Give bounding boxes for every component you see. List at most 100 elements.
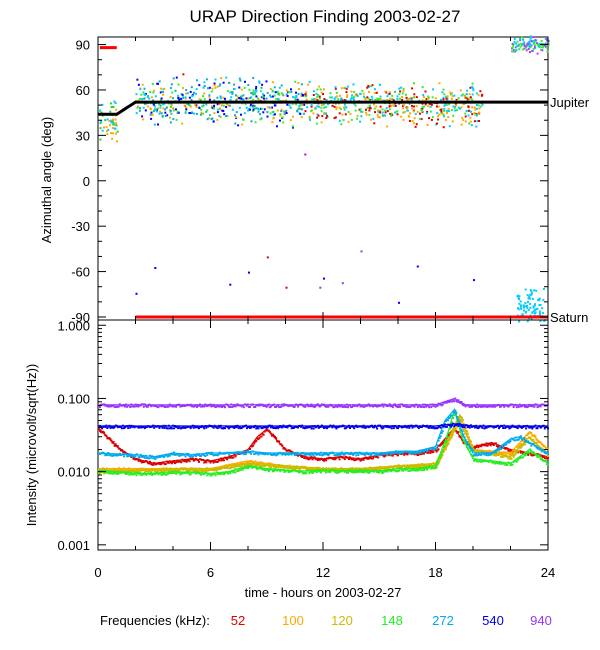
intensity-120khz-point: [161, 468, 164, 471]
azimuth-stray-point: [182, 73, 185, 76]
azimuth-point-cluster-1: [275, 98, 278, 101]
azimuth-point-cluster-2: [469, 116, 472, 119]
azimuth-point-cluster-2: [449, 91, 452, 94]
intensity-540khz-point: [184, 426, 187, 429]
intensity-148khz-point: [464, 442, 467, 445]
intensity-540khz-point: [173, 427, 175, 430]
intensity-940khz-point: [539, 405, 542, 408]
intensity-100khz-point: [519, 442, 522, 445]
azimuth-point-cluster-4: [542, 44, 545, 47]
azimuth-point-cluster-1: [295, 103, 298, 106]
azimuth-point-cluster-2: [359, 110, 362, 113]
intensity-148khz-point: [264, 469, 267, 472]
intensity-120khz-point: [269, 466, 272, 468]
azimuth-point-cluster-2: [475, 107, 478, 110]
azimuth-point-cluster-1: [158, 112, 161, 115]
intensity-148khz-point: [401, 469, 404, 472]
intensity-540khz-point: [304, 427, 307, 430]
azimuth-point-cluster-1: [202, 104, 205, 107]
intensity-52khz-point: [325, 459, 328, 462]
azimuth-point-cluster-2: [406, 99, 409, 102]
azimuth-point-cluster-1: [254, 93, 257, 96]
intensity-272khz-point: [478, 452, 481, 455]
azimuth-point-cluster-1: [262, 97, 265, 100]
intensity-52khz-point: [257, 438, 260, 441]
azimuth-point-cluster-4: [533, 44, 536, 47]
azimuth-point-cluster-4: [542, 46, 545, 49]
intensity-940khz-point: [486, 405, 489, 408]
intensity-100khz-point: [512, 451, 515, 454]
intensity-272khz-point: [293, 454, 296, 457]
intensity-148khz-point: [430, 467, 433, 470]
intensity-940khz-point: [490, 405, 493, 408]
intensity-148khz-point: [524, 454, 526, 457]
intensity-540khz-point: [445, 425, 448, 428]
intensity-148khz-point: [526, 451, 529, 454]
intensity-272khz-series-line: [97, 408, 549, 458]
intensity-120khz-point: [383, 467, 386, 470]
azimuth-point-cluster-2: [347, 111, 350, 113]
azimuth-point-cluster-1: [223, 113, 226, 116]
intensity-120khz-point: [395, 466, 398, 469]
azimuth-point-cluster-2: [305, 91, 308, 94]
azimuth-point-cluster-1: [252, 108, 255, 111]
intensity-120khz-point: [195, 469, 198, 472]
azimuth-point-cluster-0: [111, 120, 114, 123]
intensity-120khz-point: [430, 463, 433, 466]
intensity-148khz-point: [179, 473, 182, 476]
azimuth-point-cluster-1: [226, 90, 229, 93]
intensity-52khz-point: [254, 440, 257, 443]
intensity-272khz-point: [309, 454, 312, 457]
azimuth-point-cluster-2: [342, 106, 345, 109]
intensity-120khz-point: [201, 469, 204, 472]
intensity-52khz-point: [249, 448, 251, 450]
azimuth-point-cluster-1: [141, 98, 144, 100]
azimuth-point-cluster-1: [141, 83, 144, 86]
intensity-272khz-point: [286, 453, 289, 455]
azimuth-point-cluster-4: [529, 37, 532, 39]
intensity-540khz-point: [286, 426, 289, 429]
intensity-52khz-point: [436, 449, 439, 452]
azimuth-point-cluster-1: [176, 110, 179, 113]
azimuth-point-cluster-2: [429, 102, 432, 105]
chart-title: URAP Direction Finding 2003-02-27: [190, 7, 461, 26]
intensity-940khz-point: [408, 405, 411, 408]
intensity-540khz-point: [257, 427, 260, 430]
intensity-120khz-point: [135, 470, 138, 473]
intensity-272khz-point: [401, 451, 404, 454]
intensity-52khz-point: [360, 458, 363, 461]
azimuth-point-cluster-2: [456, 109, 458, 112]
intensity-272khz-point: [419, 451, 422, 454]
intensity-148khz-point: [345, 471, 348, 474]
intensity-272khz-point: [381, 452, 384, 455]
azimuth-point-cluster-1: [218, 103, 221, 105]
azimuth-point-cluster-1: [269, 94, 272, 97]
azimuth-point-cluster-1: [160, 112, 163, 115]
intensity-148khz-point: [263, 468, 266, 471]
azimuth-point-cluster-1: [278, 93, 281, 95]
azimuth-point-cluster-2: [396, 113, 399, 116]
intensity-540khz-point: [436, 427, 439, 430]
intensity-540khz-point: [461, 426, 464, 429]
intensity-272khz-point: [127, 455, 130, 458]
azimuth-point-cluster-1: [159, 99, 162, 102]
azimuth-point-cluster-2: [475, 104, 478, 106]
azimuth-point-cluster-1: [257, 110, 260, 113]
azimuth-point-cluster-2: [362, 92, 365, 95]
azimuth-point-cluster-2: [374, 111, 376, 114]
azimuth-point-cluster-2: [306, 106, 309, 109]
intensity-120khz-point: [515, 451, 518, 454]
intensity-940khz-point: [432, 404, 435, 407]
intensity-120khz-point: [291, 466, 294, 469]
intensity-148khz-point: [431, 466, 434, 469]
intensity-540khz-point: [335, 427, 338, 430]
intensity-540khz-point: [278, 426, 281, 428]
intensity-540khz-point: [352, 425, 355, 428]
azimuth-point-cluster-2: [394, 111, 397, 114]
intensity-272khz-point: [99, 452, 101, 455]
intensity-52khz-point: [478, 445, 481, 448]
intensity-940khz-point: [515, 406, 518, 409]
azimuth-point-cluster-4: [536, 42, 538, 45]
azimuth-point-cluster-2: [478, 120, 480, 122]
azimuth-point-cluster-0: [106, 133, 109, 136]
